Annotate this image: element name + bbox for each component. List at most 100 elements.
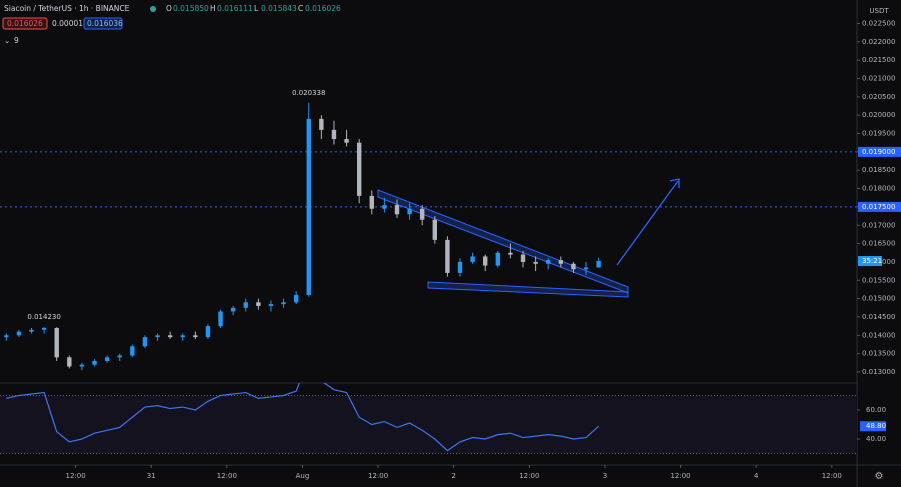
status-dot xyxy=(150,6,156,12)
y-tick-label: 0.020000 xyxy=(862,111,895,119)
wedge-upper xyxy=(377,189,629,294)
rsi-pane xyxy=(0,383,857,455)
candle-body xyxy=(16,331,22,336)
candle-body xyxy=(457,261,463,273)
candle-body xyxy=(4,335,9,338)
candle-body xyxy=(256,302,261,306)
ohlc-value: 0.016111 xyxy=(217,4,253,13)
ohlc-key: C xyxy=(298,4,303,13)
indicator-caret[interactable]: ⌄ xyxy=(4,36,10,45)
x-tick-label: 12:00 xyxy=(519,472,539,480)
candle-body xyxy=(92,360,97,365)
y-tick-label: 0.022500 xyxy=(862,19,895,27)
level-label: 0.019000 xyxy=(862,148,895,156)
candle-body xyxy=(583,267,589,270)
x-tick-label: 12:00 xyxy=(217,472,237,480)
rsi-tick-label: 60.00 xyxy=(866,406,886,414)
candle-body xyxy=(344,139,349,143)
bid: 0.016026 xyxy=(7,19,43,28)
candle-body xyxy=(508,252,513,255)
y-tick-label: 0.018500 xyxy=(862,166,895,174)
level-label: 0.017500 xyxy=(862,203,895,211)
candle-body xyxy=(546,260,551,264)
candle-body xyxy=(104,357,110,361)
candle-body xyxy=(67,357,72,367)
candle-body xyxy=(281,302,286,305)
candle-body xyxy=(331,129,337,140)
candle-body xyxy=(470,256,475,262)
rsi-tag xyxy=(860,421,886,432)
candle-body xyxy=(243,302,248,308)
x-tick-label: 12:00 xyxy=(66,472,86,480)
candle-body xyxy=(293,294,299,303)
y-tick-label: 0.013500 xyxy=(862,350,895,358)
rsi-line xyxy=(6,383,600,452)
candle-body xyxy=(356,142,362,196)
level-tag xyxy=(858,201,901,212)
level-tag xyxy=(858,146,901,157)
x-tick-label: 12:00 xyxy=(822,472,842,480)
x-tick-label: 2 xyxy=(451,472,455,480)
candle-body xyxy=(571,263,576,270)
x-tick-label: 12:00 xyxy=(670,472,690,480)
candle-body xyxy=(495,252,501,266)
candle-body xyxy=(382,205,387,209)
candle-body xyxy=(432,219,438,240)
rsi-band xyxy=(0,395,857,454)
candle-body xyxy=(130,346,135,356)
y-tick-label: 0.017000 xyxy=(862,221,895,229)
candle-body xyxy=(369,195,374,209)
candle-body xyxy=(230,307,236,312)
price-pane xyxy=(0,102,857,371)
ohlc-value: 0.015850 xyxy=(173,4,209,13)
y-tick-label: 0.018000 xyxy=(862,185,895,193)
candle-body xyxy=(193,335,198,338)
x-tick-label: Aug xyxy=(296,472,310,480)
countdown: 35:21 xyxy=(862,257,882,265)
candle-body xyxy=(319,118,324,130)
bid-box xyxy=(2,17,48,30)
rsi-last-label: 48.80 xyxy=(866,422,886,430)
spread: 0.000010 xyxy=(52,19,88,28)
candle-body xyxy=(79,364,85,367)
candle-body xyxy=(306,118,311,295)
ask-box xyxy=(83,17,123,30)
candle-body xyxy=(117,355,122,358)
candle-body xyxy=(558,260,564,264)
settings-button[interactable]: ⚙ xyxy=(875,471,884,482)
y-tick-label: 0.019500 xyxy=(862,130,895,138)
candle-body xyxy=(483,256,488,266)
ohlc-key: O xyxy=(166,4,172,13)
y-tick-label: 0.022000 xyxy=(862,38,895,46)
y-tick-label: 0.021000 xyxy=(862,75,895,83)
y-tick-label: 0.016500 xyxy=(862,240,895,248)
candle-body xyxy=(445,239,450,273)
candle-body xyxy=(520,254,526,262)
x-tick-label: 3 xyxy=(603,472,607,480)
symbol-title: Siacoin / TetherUS · 1h · BINANCE xyxy=(4,4,130,13)
y-tick-label: 0.020500 xyxy=(862,93,895,101)
candle-body xyxy=(407,208,412,215)
y-tick-label: 0.021500 xyxy=(862,56,895,64)
price-annotation: 0.014230 xyxy=(27,313,60,321)
y-tick-label: 0.014500 xyxy=(862,313,895,321)
wedge-lower xyxy=(427,281,629,298)
x-tick-label: 4 xyxy=(754,472,759,480)
candle-body xyxy=(596,260,601,268)
ohlc-key: L xyxy=(254,4,259,13)
rsi-length: 9 xyxy=(14,36,19,45)
y-tick-label: 0.013000 xyxy=(862,368,895,376)
ohlc-value: 0.015843 xyxy=(261,4,297,13)
candle-body xyxy=(268,304,274,306)
candle-body xyxy=(41,327,47,330)
candle-body xyxy=(155,335,160,338)
currency: USDT xyxy=(869,7,889,15)
x-tick-label: 31 xyxy=(147,472,156,480)
candle-body xyxy=(419,208,425,220)
price-annotation: 0.020338 xyxy=(292,89,325,97)
candle-body xyxy=(142,337,148,347)
candle-body xyxy=(218,311,223,327)
candle-body xyxy=(29,329,34,332)
candle-body xyxy=(394,205,400,215)
